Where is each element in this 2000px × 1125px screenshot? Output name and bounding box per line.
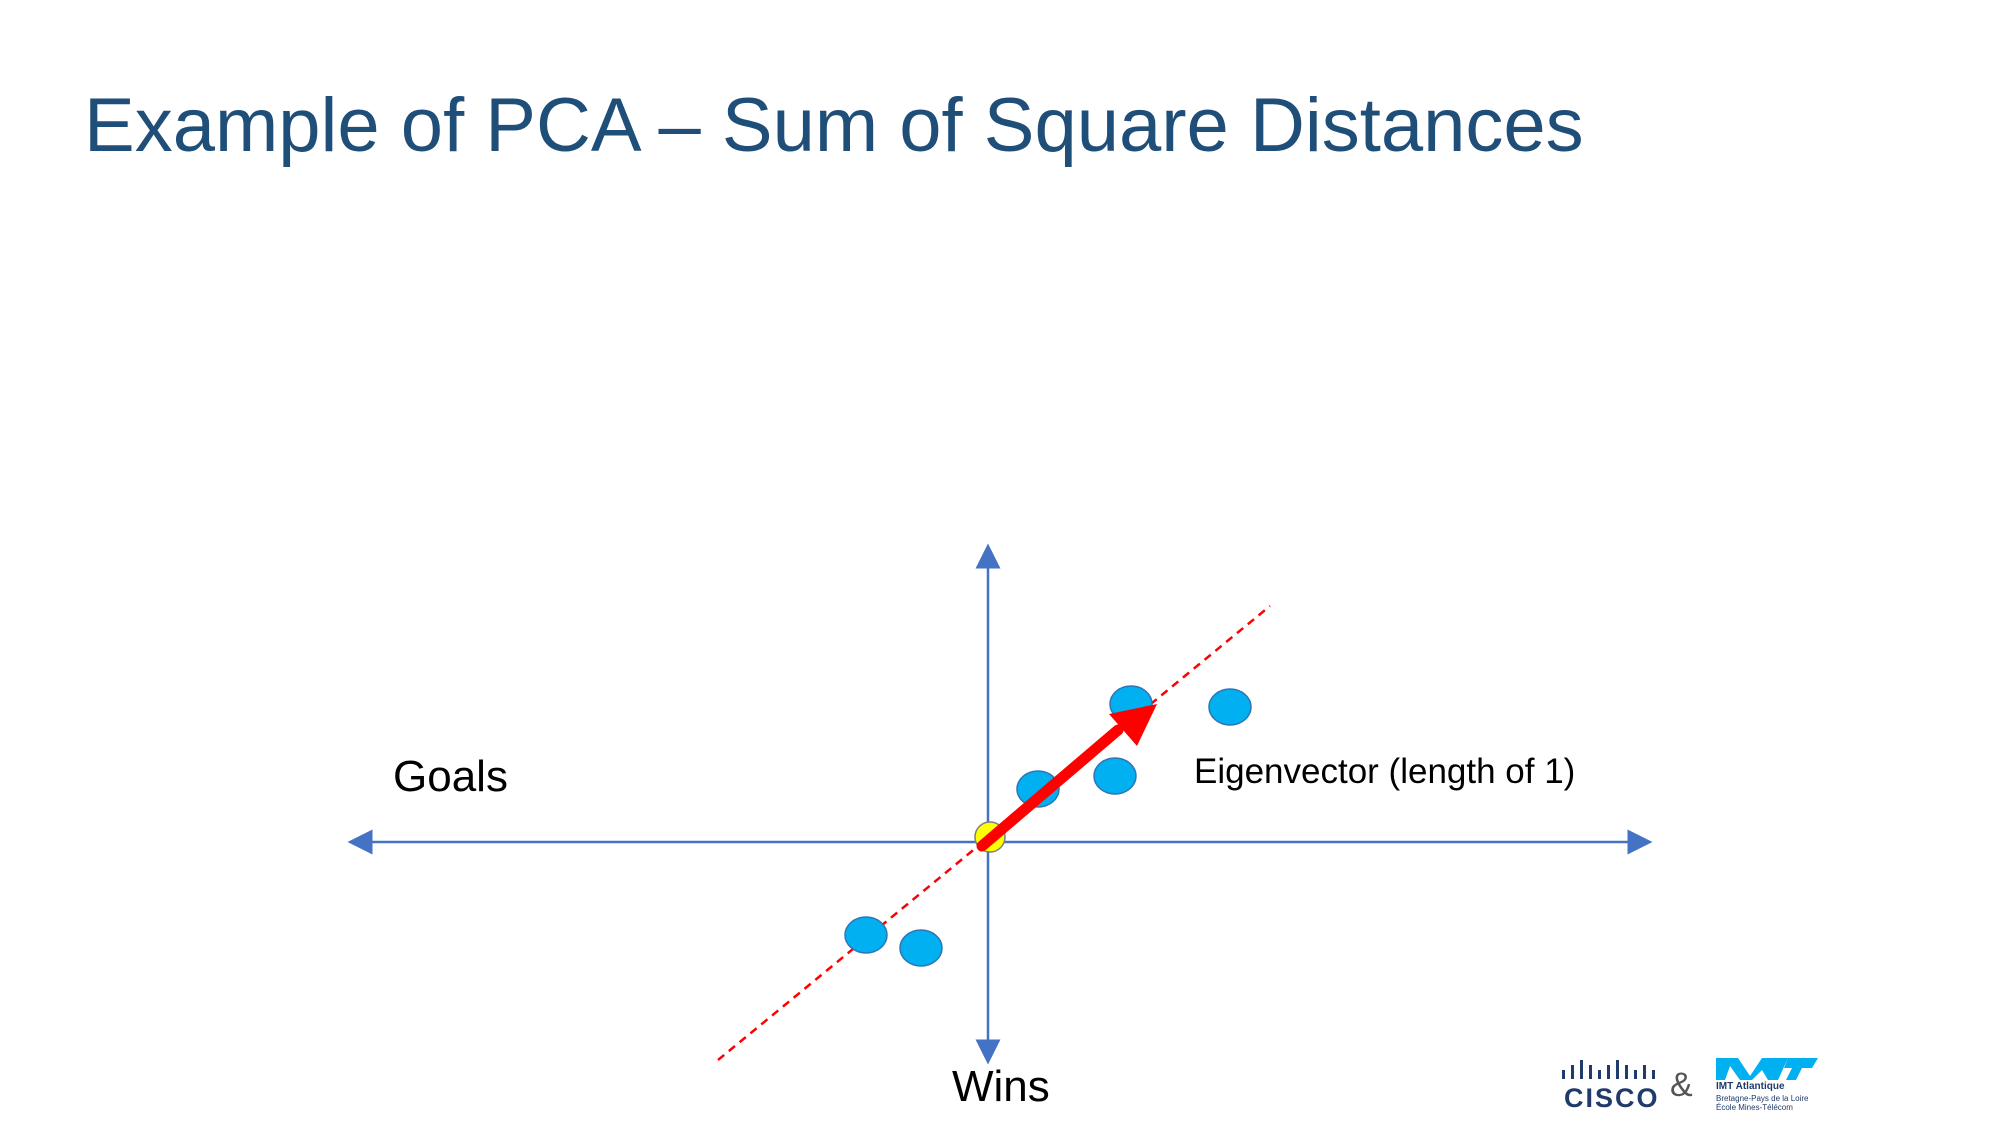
data-point: [844, 916, 888, 954]
eigenvector-label: Eigenvector (length of 1): [1194, 752, 1576, 791]
data-point: [1016, 770, 1060, 808]
cisco-logo: CISCO: [1564, 1083, 1660, 1113]
data-point: [899, 929, 943, 967]
imt-subtitle: Bretagne-Pays de la Loire École Mines-Té…: [1716, 1094, 1809, 1112]
imt-subtitle-line-2: École Mines-Télécom: [1716, 1103, 1793, 1112]
x-axis-label: Goals: [393, 752, 508, 801]
data-point: [1208, 688, 1252, 726]
eigenvector-arrow-head: [1109, 704, 1157, 746]
slide-title: Example of PCA – Sum of Square Distances: [84, 83, 1584, 168]
eigenvector-arrow-shaft: [976, 724, 1124, 852]
cisco-bars-icon: [1562, 1060, 1655, 1079]
data-point: [1093, 757, 1137, 795]
footer-logos: [1562, 1058, 1818, 1080]
imt-subtitle-line-1: Bretagne-Pays de la Loire: [1716, 1094, 1809, 1103]
logo-ampersand: &: [1670, 1066, 1693, 1104]
y-axis-label: Wins: [952, 1062, 1050, 1111]
imt-logo: IMT Atlantique: [1716, 1081, 1785, 1092]
imt-shape-icon: [1716, 1058, 1818, 1080]
